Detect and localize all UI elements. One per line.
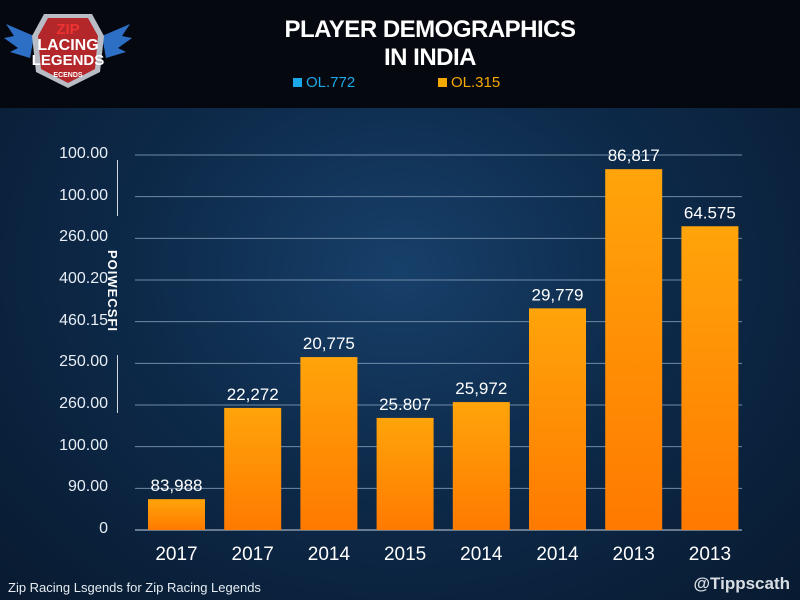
bar — [148, 499, 205, 530]
y-tick-label: 260.00 — [59, 395, 108, 412]
x-tick-label: 2017 — [155, 544, 197, 565]
bar — [376, 417, 434, 530]
y-tick-label: 100.00 — [59, 186, 108, 204]
bar — [452, 402, 510, 530]
title-line-2: IN INDIA — [384, 44, 477, 71]
y-tick-label: 0 — [99, 520, 108, 537]
data-label: 86,817 — [608, 146, 660, 165]
y-tick-label: 400.20 — [59, 270, 108, 287]
credit-handle: @Tippscath — [693, 574, 790, 593]
y-tick-label: 260.00 — [59, 228, 108, 246]
legend-item-1: OL.772 — [293, 74, 355, 91]
legend-swatch-blue — [293, 78, 302, 87]
data-label: 25.807 — [379, 395, 431, 414]
left-wing — [4, 24, 34, 58]
svg-text:LACING: LACING — [37, 37, 98, 54]
data-label: 25,972 — [455, 379, 507, 398]
zip-racing-legends-logo: ZIP LACING LEGENDS ECENDS — [4, 14, 132, 88]
header: ZIP LACING LEGENDS ECENDS PLAYER DEMOGRA… — [0, 0, 800, 108]
y-tick-label: 100.00 — [59, 436, 108, 454]
x-tick-label: 2015 — [384, 544, 426, 565]
legend-label: OL.772 — [306, 74, 356, 91]
x-tick-label: 2014 — [308, 544, 351, 565]
bar — [300, 357, 358, 530]
y-tick-label: 100.00 — [59, 145, 108, 162]
legend-swatch-orange — [438, 78, 447, 87]
svg-text:ECENDS: ECENDS — [53, 72, 83, 79]
x-tick-label: 2013 — [689, 544, 731, 565]
footer-text: Zip Racing Lsgends for Zip Racing Legend… — [8, 580, 261, 595]
data-label: 83,988 — [151, 476, 203, 495]
y-tick-label: 460.15 — [59, 311, 108, 329]
x-tick-label: 2014 — [460, 544, 503, 565]
svg-text:ZIP: ZIP — [56, 21, 79, 38]
bar — [224, 407, 282, 530]
title-line-1: PLAYER DEMOGRAPHICS — [284, 16, 577, 43]
data-label: 29,779 — [532, 285, 584, 304]
bar — [529, 308, 586, 530]
bar — [605, 169, 663, 530]
right-wing — [102, 24, 132, 58]
bar — [681, 226, 739, 530]
data-label: 64.575 — [684, 203, 736, 222]
x-tick-label: 2014 — [536, 544, 579, 565]
svg-text:LEGENDS: LEGENDS — [32, 52, 105, 69]
data-label: 22,272 — [227, 385, 279, 404]
chart-title: PLAYER DEMOGRAPHICS IN INDIA — [230, 16, 630, 72]
x-tick-label: 2017 — [232, 544, 274, 565]
y-tick-label: 90.00 — [67, 478, 108, 496]
y-axis-line-top — [117, 160, 118, 216]
data-label: 20,775 — [303, 334, 355, 353]
y-tick-label: 250.00 — [59, 353, 108, 371]
legend-label: OL.315 — [451, 74, 501, 91]
legend-item-2: OL.315 — [438, 74, 500, 91]
y-axis-line-bottom — [117, 355, 118, 413]
shield-inner — [38, 18, 98, 83]
x-tick-label: 2013 — [613, 544, 655, 565]
